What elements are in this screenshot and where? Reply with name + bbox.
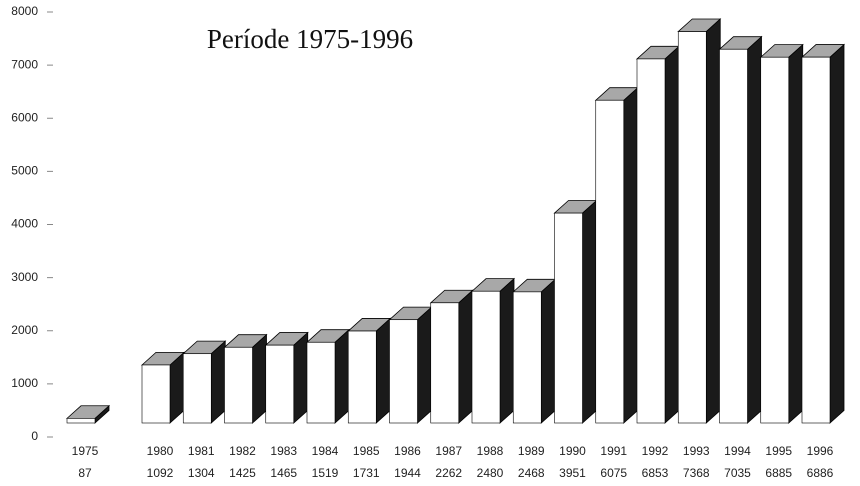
bar-side: [705, 18, 721, 424]
bar-front: [389, 319, 418, 424]
x-tick-label: 1975: [72, 444, 99, 458]
bar-front: [141, 364, 171, 424]
bar: [718, 35, 763, 424]
bar-side: [499, 277, 515, 424]
value-label: 3951: [559, 466, 586, 480]
value-label: 6886: [807, 466, 834, 480]
value-label: 87: [78, 466, 92, 480]
y-tick-label: 5000: [11, 164, 38, 178]
bar-front: [182, 353, 212, 424]
bar: [388, 306, 433, 424]
bar-front: [224, 346, 253, 424]
bar-front: [719, 48, 748, 424]
value-label: 7035: [724, 466, 751, 480]
bar-front: [760, 56, 790, 424]
value-label: 6885: [765, 466, 792, 480]
bar: [553, 199, 598, 424]
value-label: 6075: [600, 466, 627, 480]
bar: [635, 45, 681, 424]
bar-front: [430, 302, 460, 424]
bar-front: [471, 290, 501, 424]
bar-front: [512, 291, 542, 424]
bar-side: [458, 289, 474, 424]
value-label: 1304: [188, 466, 215, 480]
value-label: 1731: [353, 466, 380, 480]
bar-side: [252, 333, 267, 424]
bar-front: [677, 31, 707, 424]
bar: [347, 317, 392, 424]
bar-front: [595, 99, 625, 424]
value-label: 6853: [642, 466, 669, 480]
bar: [140, 351, 186, 424]
bar-side: [540, 278, 556, 424]
x-tick-label: 1989: [518, 444, 545, 458]
bar: [264, 331, 309, 424]
bar-front: [306, 342, 336, 424]
bar-side: [788, 43, 804, 424]
x-tick-label: 1981: [188, 444, 215, 458]
bar: [594, 86, 639, 424]
value-label: 1944: [394, 466, 421, 480]
value-label: 2262: [435, 466, 462, 480]
bar: [65, 404, 111, 424]
x-tick-label: 1992: [642, 444, 669, 458]
bar: [512, 278, 557, 424]
value-label: 1465: [270, 466, 297, 480]
x-tick-label: 1986: [394, 444, 421, 458]
bar: [470, 277, 516, 424]
x-tick-label: 1982: [229, 444, 256, 458]
y-tick-label: 6000: [11, 110, 38, 124]
bar: [305, 328, 351, 424]
x-tick-label: 1993: [683, 444, 710, 458]
x-tick-label: 1980: [147, 444, 174, 458]
y-tick-label: 2000: [11, 323, 38, 337]
value-label: 2480: [477, 466, 504, 480]
bar: [223, 333, 268, 424]
x-tick-label: 1983: [270, 444, 297, 458]
y-tick-label: 8000: [11, 4, 38, 18]
x-tick-label: 1985: [353, 444, 380, 458]
bar-front: [347, 330, 377, 424]
value-label: 2468: [518, 466, 545, 480]
bar-side: [582, 199, 597, 424]
y-tick-label: 4000: [11, 217, 38, 231]
x-tick-label: 1995: [765, 444, 792, 458]
bar: [759, 43, 804, 424]
x-tick-label: 1988: [477, 444, 504, 458]
x-tick-label: 1996: [807, 444, 834, 458]
y-tick-label: 0: [31, 429, 38, 443]
y-tick-label: 1000: [11, 376, 38, 390]
bar-front: [265, 344, 295, 424]
x-tick-label: 1987: [435, 444, 462, 458]
bar-front: [66, 418, 96, 424]
value-label: 1425: [229, 466, 256, 480]
bar: [800, 43, 846, 424]
y-tick-label: 3000: [11, 270, 38, 284]
bar-side: [375, 317, 391, 424]
y-tick-label: 7000: [11, 57, 38, 71]
bar-side: [664, 45, 680, 424]
value-label: 1519: [312, 466, 339, 480]
bar-front: [636, 58, 666, 424]
x-tick-label: 1984: [312, 444, 339, 458]
bar-side: [210, 340, 226, 424]
bar-side: [623, 86, 639, 424]
bar: [677, 18, 722, 424]
bar-front: [554, 212, 583, 424]
bar-side: [334, 328, 350, 424]
value-label: 7368: [683, 466, 710, 480]
bar-side: [829, 43, 845, 424]
x-tick-label: 1991: [600, 444, 627, 458]
x-tick-label: 1990: [559, 444, 586, 458]
value-label: 1092: [147, 466, 174, 480]
bar: [429, 289, 474, 424]
bar-side: [417, 306, 432, 424]
x-tick-label: 1994: [724, 444, 751, 458]
bar-front: [801, 56, 831, 424]
bar-side: [293, 331, 309, 424]
chart-title: Període 1975-1996: [207, 24, 413, 54]
bar-side: [747, 35, 762, 424]
bar: [182, 340, 227, 424]
